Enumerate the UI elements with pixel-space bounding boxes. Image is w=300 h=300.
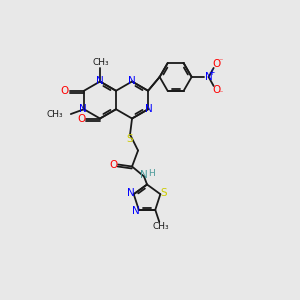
Text: N: N <box>132 206 140 216</box>
Text: O: O <box>109 160 117 170</box>
Text: N: N <box>127 188 135 198</box>
Text: CH₃: CH₃ <box>93 58 109 67</box>
Text: N: N <box>79 104 87 114</box>
Text: O: O <box>212 59 221 69</box>
Text: S: S <box>160 188 167 198</box>
Text: N: N <box>205 72 212 82</box>
Text: CH₃: CH₃ <box>153 222 169 231</box>
Text: ⁻: ⁻ <box>218 56 223 65</box>
Text: S: S <box>127 134 134 145</box>
Text: N: N <box>96 76 104 86</box>
Text: N: N <box>128 76 136 86</box>
Text: N: N <box>140 170 148 181</box>
Text: H: H <box>148 169 154 178</box>
Text: ⁻: ⁻ <box>218 88 223 98</box>
Text: +: + <box>208 68 215 77</box>
Text: N: N <box>145 104 153 114</box>
Text: O: O <box>212 85 221 95</box>
Text: O: O <box>77 113 85 124</box>
Text: O: O <box>61 86 69 96</box>
Text: CH₃: CH₃ <box>46 110 63 118</box>
